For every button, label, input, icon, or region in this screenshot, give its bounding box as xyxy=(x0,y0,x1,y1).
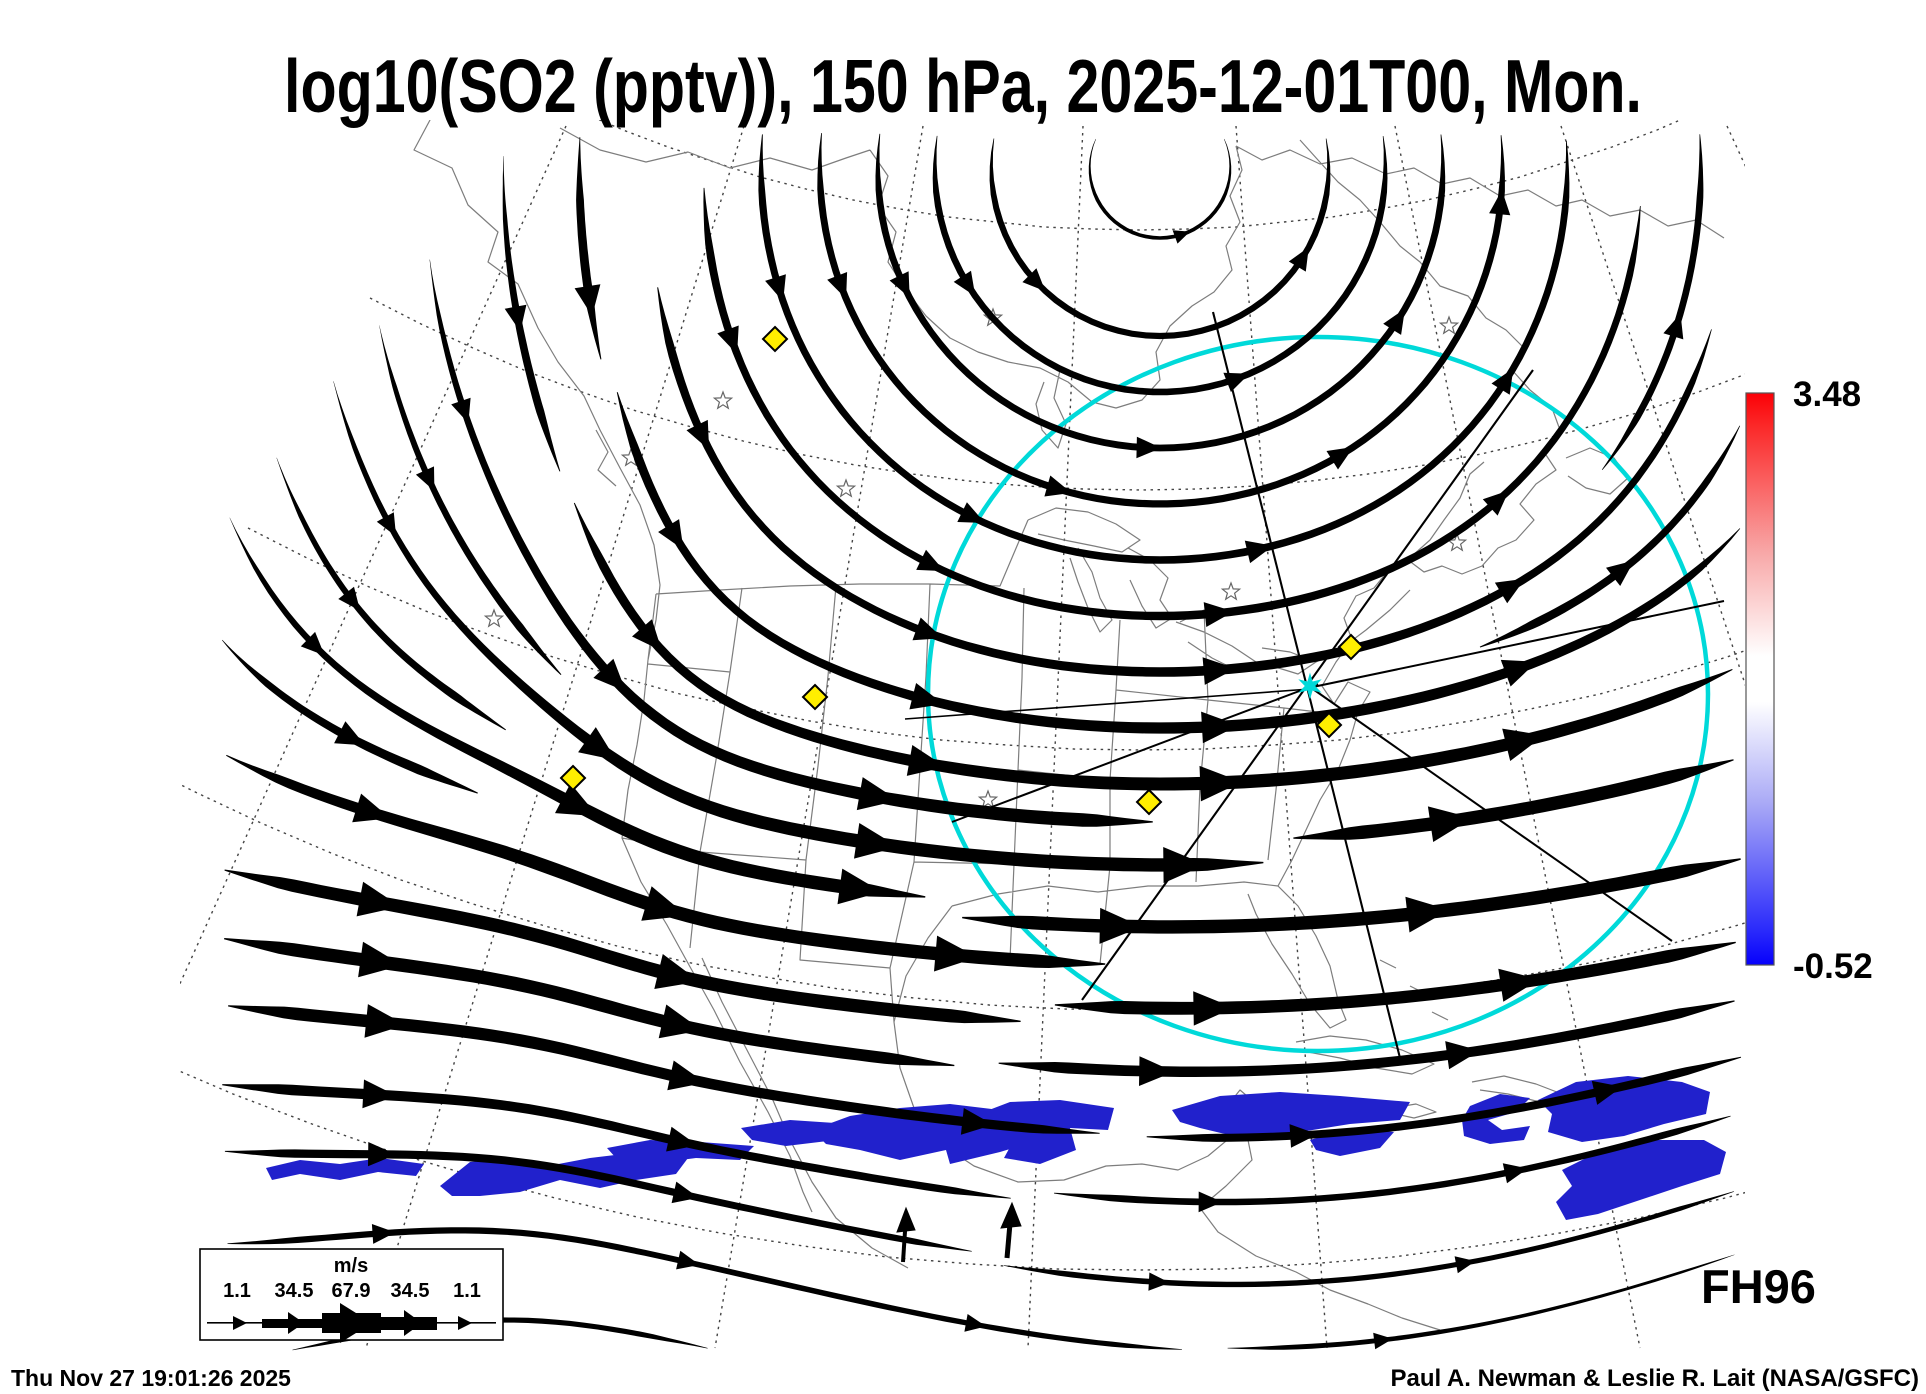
svg-text:67.9: 67.9 xyxy=(332,1280,371,1302)
svg-text:log10(SO2 (pptv)), 150 hPa, 20: log10(SO2 (pptv)), 150 hPa, 2025-12-01T0… xyxy=(284,44,1642,128)
svg-text:Thu Nov 27 19:01:26 2025: Thu Nov 27 19:01:26 2025 xyxy=(11,1365,291,1391)
svg-text:m/s: m/s xyxy=(334,1255,368,1277)
svg-text:Paul A. Newman & Leslie R. Lai: Paul A. Newman & Leslie R. Lait (NASA/GS… xyxy=(1390,1365,1919,1392)
svg-text:-0.52: -0.52 xyxy=(1793,947,1873,986)
svg-text:3.48: 3.48 xyxy=(1793,375,1861,414)
svg-text:FH96: FH96 xyxy=(1701,1260,1816,1313)
svg-text:34.5: 34.5 xyxy=(275,1280,314,1302)
svg-text:1.1: 1.1 xyxy=(453,1280,481,1302)
svg-text:34.5: 34.5 xyxy=(391,1280,430,1302)
svg-text:1.1: 1.1 xyxy=(223,1280,251,1302)
